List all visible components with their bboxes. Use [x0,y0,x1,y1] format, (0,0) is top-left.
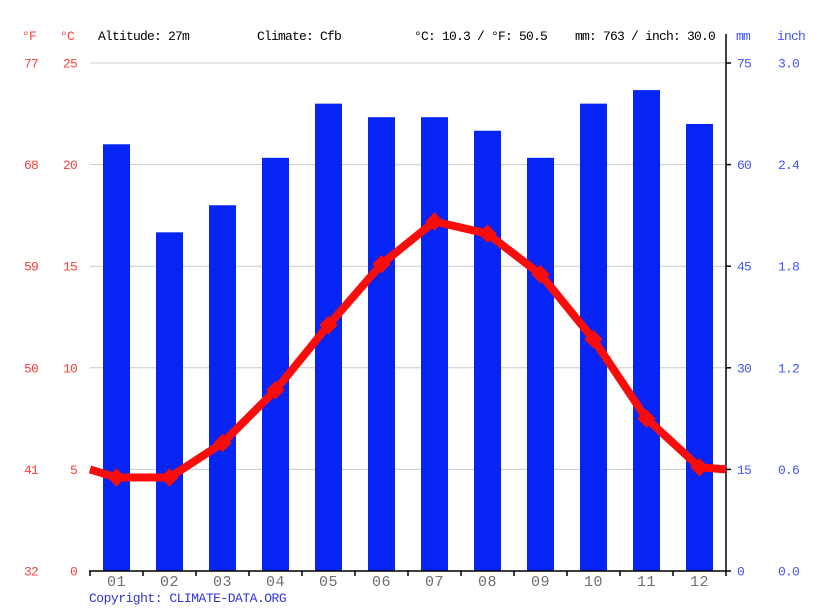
celsius-tick-label: 0 [70,565,77,580]
temperature-point-02 [160,468,179,487]
fahrenheit-tick-label: 50 [24,361,38,376]
month-label-04: 04 [266,574,285,591]
temperature-point-10 [584,330,603,349]
temperature-point-08 [478,224,497,243]
precip-bar-08 [474,130,501,571]
copyright-label: Copyright: [89,591,170,606]
month-label-01: 01 [107,574,126,591]
copyright: Copyright: CLIMATE-DATA.ORG [89,591,287,606]
inch-tick-label: 3.0 [778,57,799,72]
precip-bar-06 [368,117,395,571]
precip-bar-03 [209,205,236,572]
fahrenheit-tick-label: 41 [24,463,39,478]
month-label-03: 03 [213,574,232,591]
mm-tick-label: 0 [737,565,744,580]
fahrenheit-tick-label: 68 [24,158,38,173]
celsius-tick-label: 5 [70,463,77,478]
month-label-02: 02 [160,574,179,591]
mm-tick-label: 30 [737,361,751,376]
inch-axis-title: inch [777,29,806,44]
month-label-11: 11 [637,574,656,591]
mm-axis-title: mm [736,29,751,44]
inch-tick-label: 1.8 [778,260,799,275]
fahrenheit-tick-label: 59 [24,260,38,275]
climate-class-label: Climate: Cfb [257,29,342,44]
month-label-09: 09 [531,574,550,591]
copyright-link[interactable]: CLIMATE-DATA.ORG [169,591,287,606]
precip-bar-07 [421,117,448,571]
fahrenheit-tick-label: 32 [24,565,38,580]
altitude-label: Altitude: 27m [98,29,190,44]
month-label-08: 08 [478,574,497,591]
precip-bar-02 [156,232,183,572]
mm-tick-label: 45 [737,260,751,275]
celsius-tick-label: 25 [63,57,77,72]
inch-tick-label: 1.2 [778,361,799,376]
precip-bar-04 [262,157,289,571]
inch-tick-label: 0.6 [778,463,799,478]
celsius-tick-label: 15 [63,260,77,275]
precip-bar-09 [527,157,554,571]
temperature-point-09 [531,265,550,284]
temperature-line [88,217,727,482]
celsius-tick-label: 10 [63,361,77,376]
temperature-point-04 [266,380,285,400]
fahrenheit-tick-label: 77 [24,57,38,72]
inch-tick-label: 0.0 [778,565,799,580]
temperature-point-03 [213,433,232,453]
precip-bar-12 [686,123,713,572]
precip-bar-11 [633,90,660,572]
mm-tick-label: 60 [737,158,751,173]
month-label-07: 07 [425,574,444,591]
temperature-point-05 [319,315,338,335]
month-label-12: 12 [690,574,709,591]
temperature-point-01 [107,468,126,487]
inch-tick-label: 2.4 [778,158,800,173]
fahrenheit-axis-title: °F [22,29,37,44]
precip-bar-01 [103,144,130,571]
month-label-05: 05 [319,574,338,591]
mm-tick-label: 15 [737,463,751,478]
month-label-06: 06 [372,574,391,591]
temperature-point-12 [690,458,709,477]
precipitation-summary: mm: 763 / inch: 30.0 [575,29,716,44]
temperature-point-06 [372,254,391,274]
mm-tick-label: 75 [737,57,751,72]
month-label-10: 10 [584,574,603,591]
temperature-point-11 [637,409,656,428]
celsius-axis-title: °C [60,29,75,44]
temperature-point-07 [425,212,444,231]
celsius-tick-label: 20 [63,158,77,173]
temperature-summary: °C: 10.3 / °F: 50.5 [414,29,548,44]
